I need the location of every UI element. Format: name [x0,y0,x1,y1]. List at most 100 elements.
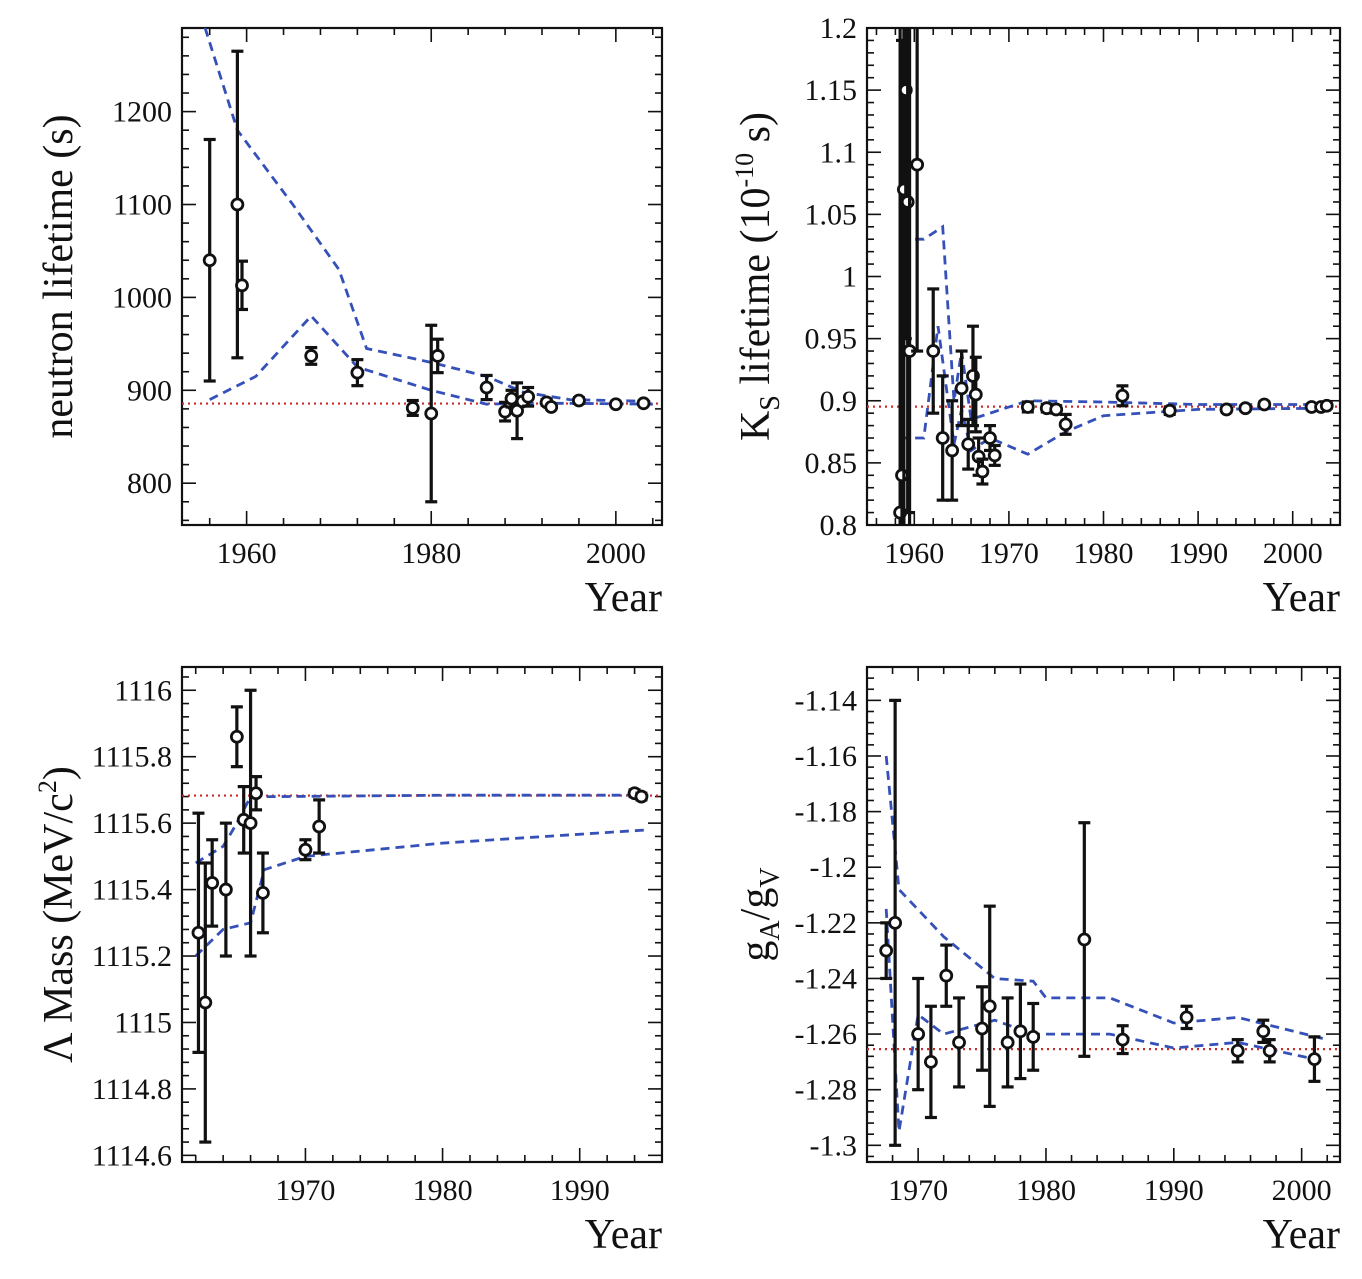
data-point [1307,1035,1322,1083]
data-marker [230,197,245,212]
data-point [634,789,649,804]
data-point [982,904,997,1108]
y-tick-label: 1200 [112,96,172,129]
y-tick-label: 1100 [113,189,172,222]
data-marker [910,157,925,172]
x-tick-label: 2000 [1263,537,1323,570]
data-point [910,28,925,353]
plot-frame [180,26,664,527]
data-point [1179,1004,1194,1031]
y-tick-label: 1.05 [805,198,858,231]
data-marker [544,400,559,414]
x-tick-label: 1980 [401,537,461,570]
data-marker [1179,1010,1194,1025]
y-tick-label: 0.85 [805,447,858,480]
data-marker [926,344,941,358]
x-tick-label: 1960 [884,537,944,570]
data-marker [424,406,439,421]
y-tick-label: 1 [842,261,857,294]
y-axis-title: Λ Mass (MeV/c2) [33,766,82,1063]
data-point [312,798,327,855]
x-tick-label: 1960 [217,537,277,570]
x-tick-label: 1980 [1016,1174,1076,1207]
y-tick-label: 1115.8 [92,741,172,774]
data-marker [504,391,519,406]
y-tick-label: -1.26 [795,1018,858,1051]
data-marker [954,381,969,396]
data-marker [1219,402,1234,417]
data-marker [1256,1024,1271,1039]
data-point [430,337,445,375]
band-upper-line [194,793,649,865]
data-point [205,838,220,928]
plot-frame [865,26,1342,527]
data-point [405,398,420,417]
data-marker [312,819,327,834]
data-marker [911,1027,926,1041]
y-tick-label: 1115.2 [92,940,172,973]
data-point [1230,1038,1245,1064]
data-marker [636,396,651,411]
data-marker [1257,397,1272,412]
panel-lambda: 1970 1980 1990 1114.6 1114.8 1115 1115.2 1115.4… [33,665,664,1258]
data-point [954,349,969,428]
data-marker [975,464,990,479]
x-tick-label: 2000 [1272,1174,1332,1207]
band-upper-line [203,28,653,403]
data-point [975,457,990,486]
y-tick-label: 0.8 [820,509,858,542]
data-point [1058,412,1073,436]
y-tick-label: -1.2 [810,851,858,884]
y-axis-title: gA/gV [733,867,786,961]
data-point [1262,1038,1277,1064]
data-point [1238,401,1253,416]
data-point [1026,1001,1041,1072]
data-point [1013,982,1028,1081]
data-marker [304,349,319,363]
data-point [952,996,966,1089]
data-point [479,373,494,402]
y-tick-label: 1114.8 [92,1073,172,1106]
y-tick-label: 900 [127,374,172,407]
data-marker [256,886,270,900]
x-tick-label: 2000 [586,537,646,570]
data-point [230,49,245,360]
y-tick-label: 1114.6 [92,1139,172,1172]
x-tick-label: 1970 [979,537,1039,570]
plot-area [182,688,662,1144]
data-point [544,400,559,414]
data-marker [1013,1024,1028,1039]
y-tick-label: 1115 [114,1006,172,1039]
y-tick-label: -1.28 [795,1074,858,1107]
data-point [888,698,903,1147]
data-marker [430,349,445,363]
data-point [987,443,1002,467]
data-point [304,345,319,366]
data-point [1020,400,1035,414]
data-marker [218,882,233,897]
band-upper-line [900,224,1331,422]
data-point [202,137,217,383]
data-point [1319,398,1334,413]
data-point [249,775,263,812]
data-marker [205,876,220,890]
data-point [1162,403,1177,418]
data-point [1000,996,1015,1089]
data-marker [900,195,915,209]
data-marker [235,278,249,293]
band-lower-line [209,313,653,406]
data-marker [1049,402,1064,417]
data-marker [1115,388,1130,403]
data-marker [1020,400,1035,414]
x-tick-label: 1970 [888,1174,948,1207]
y-tick-label: 1115.6 [92,807,172,840]
data-point [945,399,960,502]
y-tick-label: -1.14 [795,684,858,717]
data-point [1304,400,1319,414]
data-point [498,400,512,423]
data-marker [479,380,494,395]
data-marker [924,1054,938,1069]
data-marker [1319,398,1334,413]
data-point [1115,1024,1130,1056]
